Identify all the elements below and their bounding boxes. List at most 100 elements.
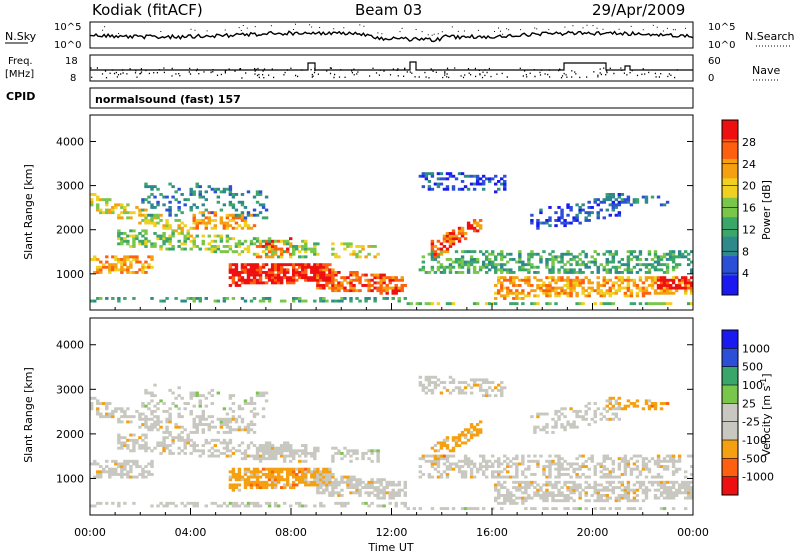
power-cell	[96, 208, 100, 212]
power-cell	[264, 281, 269, 285]
power-cell	[632, 278, 637, 282]
velocity-cell	[569, 491, 573, 495]
velocity-cell	[656, 457, 661, 461]
power-cell	[626, 294, 631, 298]
velocity-cell	[572, 420, 576, 424]
power-cell	[252, 268, 257, 272]
power-cell	[168, 206, 172, 209]
power-cell	[111, 255, 115, 259]
velocity-cell	[560, 493, 564, 497]
power-cell	[222, 299, 227, 303]
velocity-cell	[406, 507, 410, 511]
velocity-cell	[424, 386, 429, 390]
power-cell	[530, 289, 534, 293]
power-cell	[626, 268, 631, 272]
velocity-cell	[171, 438, 175, 442]
power-cell	[620, 276, 625, 280]
power-cell	[307, 265, 311, 269]
power-cell	[551, 289, 555, 293]
power-cell	[542, 291, 546, 295]
power-cell	[569, 221, 573, 225]
velocity-cell	[605, 472, 609, 476]
power-cell	[313, 250, 317, 254]
power-cell	[394, 284, 398, 287]
power-cell	[292, 265, 296, 269]
velocity-cell	[301, 449, 305, 453]
power-cell	[460, 172, 465, 176]
power-cell	[231, 281, 236, 285]
velocity-cell	[288, 472, 293, 476]
velocity-cell	[352, 449, 356, 453]
power-cell	[328, 263, 332, 267]
power-cell	[313, 263, 317, 267]
power-cell	[596, 268, 600, 272]
velocity-cell	[436, 383, 441, 387]
velocity-cell	[524, 488, 528, 492]
power-cell	[252, 276, 257, 280]
velocity-cell	[569, 423, 573, 426]
velocity-cell	[276, 451, 281, 455]
power-cell	[542, 281, 546, 285]
velocity-cell	[310, 454, 314, 458]
velocity-cell	[515, 486, 519, 490]
velocity-cell	[201, 444, 205, 448]
velocity-cell	[288, 444, 293, 448]
velocity-cell	[599, 417, 603, 421]
power-cell	[337, 281, 341, 285]
velocity-cell	[114, 409, 118, 413]
velocity-cell	[611, 488, 616, 492]
velocity-cell	[530, 483, 534, 487]
power-cell	[500, 286, 504, 290]
power-cell	[674, 286, 679, 290]
power-cell	[533, 252, 537, 256]
velocity-cell	[671, 462, 676, 466]
power-cell	[442, 237, 447, 241]
velocity-cell	[195, 391, 199, 395]
power-cell	[662, 291, 667, 295]
velocity-cell	[307, 470, 311, 474]
power-cell	[322, 273, 326, 277]
power-cell	[593, 250, 597, 254]
power-cell	[204, 198, 208, 202]
velocity-cell	[246, 467, 251, 471]
velocity-cell	[258, 394, 263, 398]
power-cell	[475, 271, 480, 274]
velocity-cell	[331, 483, 335, 487]
velocity-cell	[524, 491, 528, 495]
velocity-cell	[96, 402, 100, 405]
velocity-cell	[237, 488, 242, 492]
power-cell	[276, 263, 281, 267]
power-cell	[668, 291, 673, 295]
power-cell	[153, 232, 157, 235]
velocity-cell	[557, 415, 561, 419]
power-cell	[560, 221, 564, 225]
power-cell	[466, 265, 471, 269]
power-cell	[159, 237, 163, 241]
power-cell	[279, 278, 284, 282]
velocity-cell	[111, 459, 115, 463]
nsky-tick-top: 10^5	[54, 22, 81, 33]
power-cell	[162, 299, 166, 303]
power-cell	[334, 284, 338, 287]
velocity-cell	[165, 504, 169, 508]
velocity-cell	[279, 478, 284, 482]
velocity-cell	[328, 467, 332, 471]
velocity-cell	[469, 423, 474, 426]
velocity-cell	[659, 507, 664, 511]
power-cell	[653, 268, 658, 272]
power-cell	[367, 245, 371, 248]
velocity-cell	[261, 472, 266, 476]
velocity-cell	[445, 475, 450, 479]
velocity-cell	[328, 493, 332, 497]
power-cell	[222, 297, 227, 300]
velocity-cell	[162, 438, 166, 442]
velocity-cell	[273, 504, 278, 508]
power-cell	[240, 200, 245, 204]
velocity-cell	[255, 449, 260, 453]
power-cell	[144, 242, 148, 246]
power-cell	[617, 195, 622, 199]
power-cell	[304, 263, 308, 267]
velocity-cell	[551, 496, 555, 500]
velocity-cell	[255, 504, 260, 508]
power-cell	[442, 177, 447, 181]
